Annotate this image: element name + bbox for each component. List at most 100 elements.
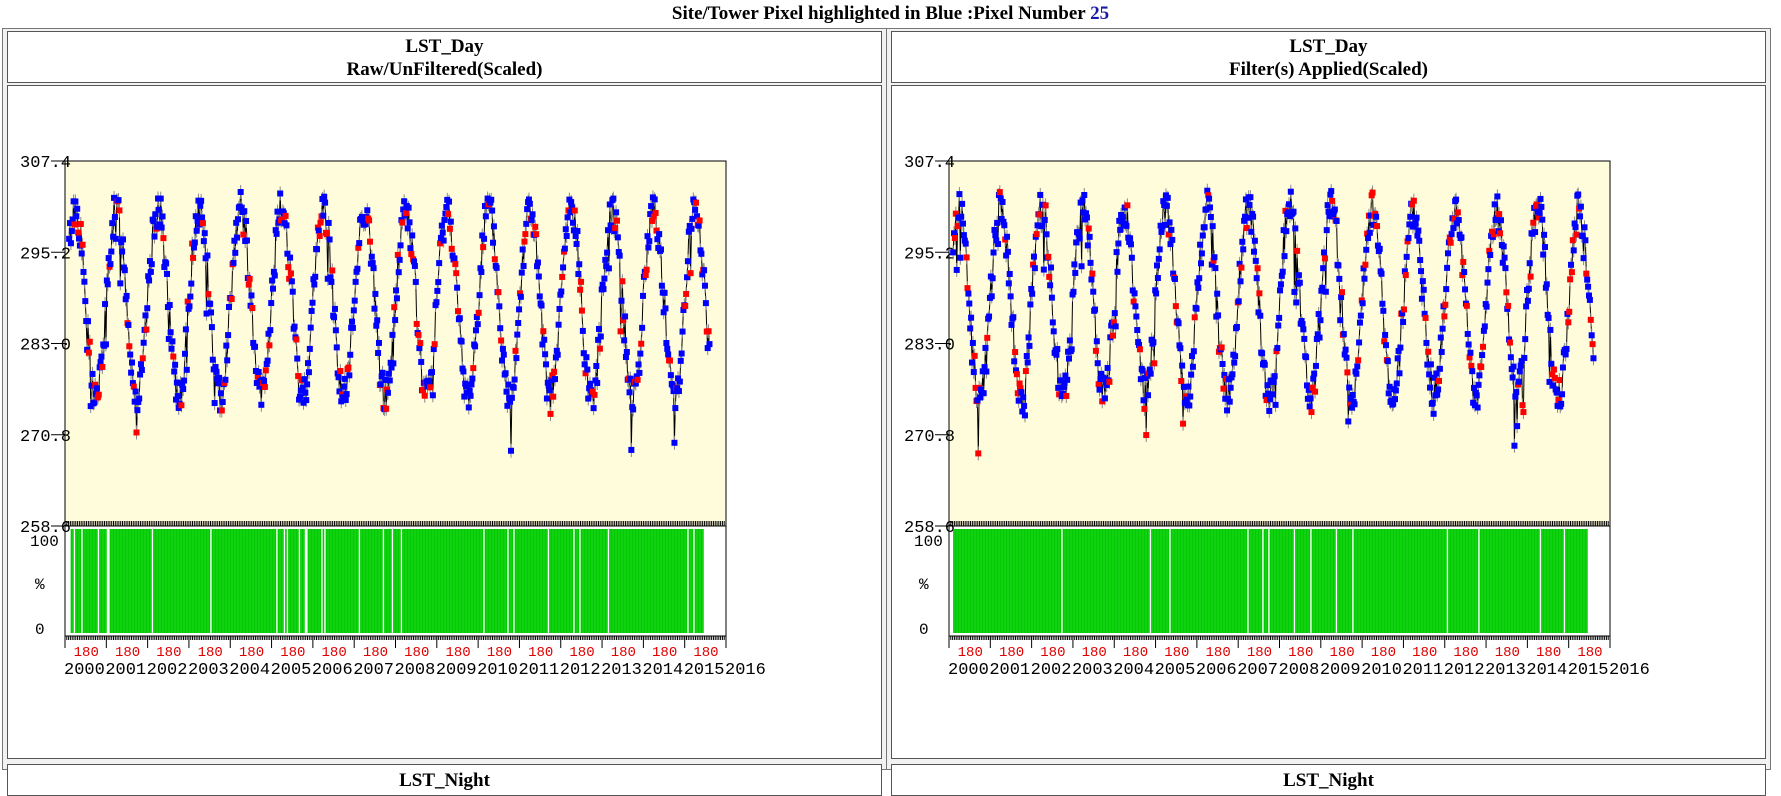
data-point xyxy=(170,354,176,360)
qa-bar xyxy=(266,529,268,633)
data-point xyxy=(529,217,535,223)
data-point xyxy=(1048,265,1054,271)
qa-bar xyxy=(189,529,191,633)
data-point xyxy=(591,405,597,411)
data-point xyxy=(352,298,358,304)
qa-bar xyxy=(425,529,427,633)
qa-bar xyxy=(1145,529,1147,633)
qa-bar xyxy=(1319,529,1321,633)
data-point xyxy=(124,293,130,299)
data-point xyxy=(327,236,333,242)
qa-bar xyxy=(657,529,659,633)
qa-bar xyxy=(399,529,401,633)
data-point xyxy=(366,217,372,223)
qa-bar xyxy=(194,529,196,633)
qa-bar xyxy=(1405,529,1407,633)
data-point xyxy=(1220,386,1226,392)
data-point xyxy=(965,285,971,291)
data-point xyxy=(270,286,276,292)
qa-bar xyxy=(83,529,85,633)
qa-bar xyxy=(203,529,205,633)
doy-tick-label: 180 xyxy=(1495,645,1520,661)
qa-bar xyxy=(417,529,419,633)
qa-bar xyxy=(564,529,566,633)
qa-bar xyxy=(207,529,209,633)
qa-bar xyxy=(662,529,664,633)
data-point xyxy=(1069,346,1075,352)
data-point xyxy=(451,255,457,261)
qa-bar xyxy=(654,529,656,633)
data-point xyxy=(457,315,463,321)
qa-bar xyxy=(1292,529,1294,633)
qa-bar xyxy=(1436,529,1438,633)
data-point xyxy=(521,263,527,269)
qa-bar xyxy=(961,529,963,633)
data-point xyxy=(119,249,125,255)
qa-bar xyxy=(1423,529,1425,633)
data-point xyxy=(1011,358,1017,364)
data-point xyxy=(970,340,976,346)
data-point xyxy=(584,367,590,373)
qa-bar xyxy=(648,529,650,633)
data-point xyxy=(1177,345,1183,351)
qa-bar xyxy=(1256,529,1258,633)
data-point xyxy=(652,196,658,202)
data-point xyxy=(1220,361,1226,367)
data-point xyxy=(499,358,505,364)
qa-bar xyxy=(663,529,665,633)
qa-bar xyxy=(116,529,118,633)
data-point xyxy=(1200,233,1206,239)
data-point xyxy=(394,295,400,301)
data-point xyxy=(116,197,122,203)
qa-bar xyxy=(143,529,145,633)
qa-bar xyxy=(551,529,553,633)
data-point xyxy=(1210,223,1216,229)
qa-bar xyxy=(1007,529,1009,633)
qa-bar xyxy=(138,529,140,633)
qa-bar xyxy=(1261,529,1263,633)
qa-bar xyxy=(156,529,158,633)
data-point xyxy=(653,210,659,216)
data-point xyxy=(1134,327,1140,333)
data-point xyxy=(72,222,78,228)
data-point xyxy=(1317,317,1323,323)
data-point xyxy=(232,250,238,256)
data-point xyxy=(1180,421,1186,427)
data-point xyxy=(89,371,95,377)
qa-bar xyxy=(450,529,452,633)
qa-bar xyxy=(252,529,254,633)
qa-bar xyxy=(429,529,431,633)
qa-bar xyxy=(1501,529,1503,633)
data-point xyxy=(991,250,997,256)
qa-bar xyxy=(312,529,314,633)
qa-bar xyxy=(956,529,958,633)
data-point xyxy=(1093,348,1099,354)
data-point xyxy=(1045,254,1051,260)
qa-bar xyxy=(1532,529,1534,633)
data-point xyxy=(106,255,112,261)
data-point xyxy=(594,380,600,386)
qa-bar xyxy=(1399,529,1401,633)
qa-bar xyxy=(195,529,197,633)
data-point xyxy=(1088,260,1094,266)
data-point xyxy=(218,390,224,396)
data-point xyxy=(1020,394,1026,400)
data-point xyxy=(103,341,109,347)
data-point xyxy=(1095,360,1101,366)
data-point xyxy=(1277,287,1283,293)
data-point xyxy=(1084,215,1090,221)
data-point xyxy=(565,214,571,220)
qa-bars xyxy=(953,529,1588,633)
qa-bar xyxy=(363,529,365,633)
qa-bar xyxy=(449,529,451,633)
data-point xyxy=(289,278,295,284)
data-point xyxy=(209,324,215,330)
qa-bar xyxy=(1042,529,1044,633)
data-point xyxy=(516,306,522,312)
y-tick-label: 283.0 xyxy=(20,337,71,356)
data-point xyxy=(1208,214,1214,220)
doy-tick-label: 180 xyxy=(1082,645,1107,661)
qa-bar xyxy=(542,529,544,633)
data-point xyxy=(954,267,960,273)
data-point xyxy=(601,276,607,282)
